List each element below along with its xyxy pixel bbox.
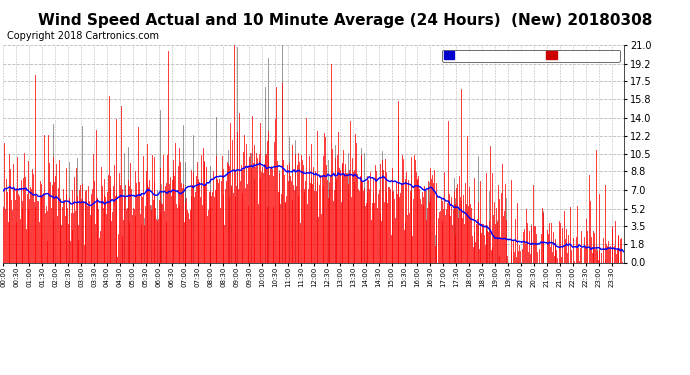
- Text: Copyright 2018 Cartronics.com: Copyright 2018 Cartronics.com: [7, 32, 159, 41]
- Text: Wind Speed Actual and 10 Minute Average (24 Hours)  (New) 20180308: Wind Speed Actual and 10 Minute Average …: [38, 13, 652, 28]
- Legend: 10 Min Avg (mph), Wind (mph): 10 Min Avg (mph), Wind (mph): [442, 50, 620, 62]
